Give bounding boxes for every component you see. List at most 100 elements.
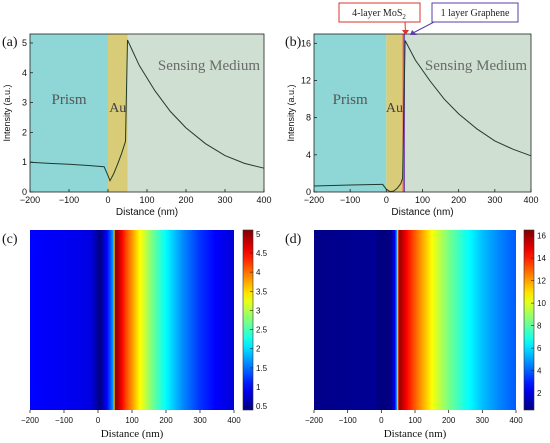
colorbar-tick-label: 10 [537, 299, 546, 308]
y-tick-label: 16 [301, 38, 311, 48]
mos2-label-box [338, 2, 421, 23]
heatmap-field [314, 230, 516, 410]
colorbar-tick-label: 2.5 [256, 326, 268, 335]
x-tick-label: 100 [125, 416, 139, 425]
x-axis-label: Distance (nm) [101, 428, 164, 440]
colorbar [523, 229, 535, 411]
x-tick-label: −200 [305, 416, 324, 425]
region-au [108, 34, 128, 192]
x-tick-label: 200 [451, 195, 466, 205]
y-tick-label: 2 [22, 127, 27, 137]
colorbar-tick-label: 3 [256, 306, 261, 315]
mos2-arrowhead [402, 30, 409, 35]
colorbar-tick-label: 5 [256, 230, 261, 239]
panel-d: (d) 2 4 6 8 10 12 14 16 −200 −100 0 100 200 300 400 Dist… [285, 229, 546, 440]
x-axis-label: Distance (nm) [116, 207, 178, 218]
region-label-prism: Prism [333, 92, 368, 108]
x-tick-label: 200 [442, 416, 456, 425]
colorbar [242, 229, 254, 411]
region-prism [30, 34, 108, 192]
intensity-curve [29, 39, 265, 182]
panel-label: (c) [2, 232, 18, 247]
y-tick-label: 0 [306, 187, 311, 197]
x-tick-label: 300 [476, 416, 490, 425]
mos2-label: 4-layer MoS2 [352, 8, 406, 21]
x-tick-label: 300 [217, 195, 232, 205]
region-prism [314, 34, 387, 192]
region-au [386, 34, 403, 192]
colorbar-tick-label: 2 [256, 345, 261, 354]
x-axis-label: Distance (nm) [384, 428, 447, 440]
x-tick-label: 200 [159, 416, 173, 425]
colorbar-tick-label: 2 [537, 389, 542, 398]
graphene-arrow [412, 21, 435, 34]
x-tick-label: 200 [178, 195, 193, 205]
x-tick-label: −100 [339, 416, 358, 425]
region-graphene [403, 34, 406, 192]
x-tick-label: 400 [227, 416, 241, 425]
x-tick-label: 400 [256, 195, 271, 205]
y-tick-label: 3 [22, 98, 27, 108]
panel-a: (a) Prism Au Sensing Medium −200 −100 0 100 200 3… [2, 33, 272, 218]
colorbar-tick-label: 4.5 [256, 249, 268, 258]
colorbar-tick-label: 1.5 [256, 364, 268, 373]
region-label-prism: Prism [51, 92, 86, 108]
graphene-label-box [431, 2, 519, 23]
intensity-curve [313, 40, 532, 193]
graphene-label: 1 layer Graphene [441, 8, 510, 19]
graphene-arrowhead [410, 30, 417, 35]
x-tick-label: −100 [55, 416, 74, 425]
x-tick-label: 0 [384, 195, 389, 205]
y-tick-label: 4 [22, 68, 27, 78]
x-tick-label: −200 [21, 416, 40, 425]
y-tick-label: 8 [306, 113, 311, 123]
colorbar-tick-label: 8 [537, 322, 542, 331]
x-tick-label: 100 [408, 416, 422, 425]
y-tick-label: 0 [22, 187, 27, 197]
panel-b: (b) Prism Au Sensing Medium −200 −100 0 100 200 3… [285, 2, 539, 218]
x-tick-label: −200 [20, 195, 40, 205]
panel-label: (d) [285, 232, 302, 247]
x-tick-label: 100 [139, 195, 154, 205]
y-tick-label: 1 [22, 157, 27, 167]
region-label-au: Au [386, 101, 403, 116]
colorbar-tick-label: 6 [537, 344, 542, 353]
colorbar-tick-label: 3.5 [256, 287, 268, 296]
region-mos2 [402, 34, 404, 192]
x-tick-label: −100 [340, 195, 360, 205]
panel-c: (c) 0.5 1 1.5 2 2.5 3 3.5 4 4.5 5 −200 −100 0 100 200 30… [2, 229, 268, 440]
x-tick-label: 300 [487, 195, 502, 205]
region-label-sensing-medium: Sensing Medium [425, 58, 527, 74]
x-tick-label: 400 [509, 416, 523, 425]
panel-label: (b) [285, 35, 302, 50]
colorbar-tick-label: 12 [537, 277, 546, 286]
panel-label: (a) [2, 35, 18, 50]
y-tick-label: 5 [22, 38, 27, 48]
x-tick-label: 0 [379, 416, 384, 425]
colorbar-tick-label: 4 [256, 268, 261, 277]
x-axis-label: Distance (nm) [391, 207, 453, 218]
region-sensing-medium [127, 34, 264, 192]
y-axis-label: Intensity (a.u.) [286, 84, 296, 141]
x-tick-label: 300 [193, 416, 207, 425]
colorbar-tick-label: 16 [537, 232, 546, 241]
x-tick-label: −100 [59, 195, 79, 205]
region-sensing-medium [405, 34, 531, 192]
colorbar-tick-label: 14 [537, 254, 546, 263]
y-axis-label: Intensity (a.u.) [2, 84, 12, 141]
colorbar-tick-label: 0.5 [256, 402, 268, 411]
colorbar-tick-label: 4 [537, 367, 542, 376]
mos2-label-subscript: 2 [402, 13, 406, 21]
mos2-label-text: 4-layer MoS [352, 8, 402, 19]
region-label-sensing-medium: Sensing Medium [158, 58, 260, 74]
x-tick-label: 0 [96, 416, 101, 425]
region-label-au: Au [109, 101, 126, 116]
heatmap-field [30, 230, 234, 410]
x-tick-label: −200 [304, 195, 324, 205]
x-tick-label: 400 [523, 195, 538, 205]
y-tick-label: 4 [306, 150, 311, 160]
y-tick-label: 12 [301, 75, 311, 85]
colorbar-tick-label: 1 [256, 383, 261, 392]
x-tick-label: 0 [105, 195, 110, 205]
